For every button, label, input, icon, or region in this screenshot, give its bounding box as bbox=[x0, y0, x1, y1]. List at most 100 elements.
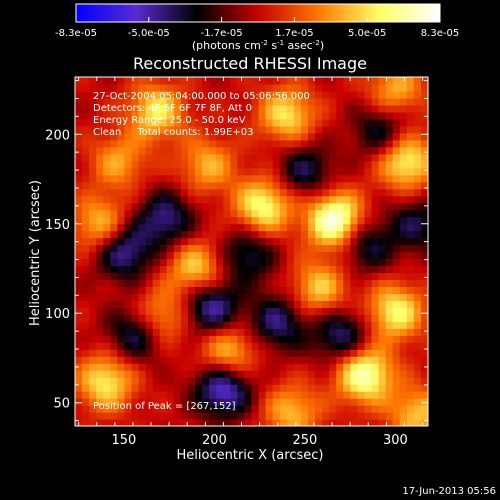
heatmap-cell bbox=[145, 160, 154, 169]
heatmap-cell bbox=[173, 314, 182, 322]
heatmap-cell bbox=[244, 188, 253, 197]
heatmap-cell bbox=[378, 104, 387, 113]
heatmap-cell bbox=[399, 216, 408, 225]
heatmap-cell bbox=[117, 174, 126, 183]
heatmap-cell bbox=[202, 384, 210, 392]
heatmap-cell bbox=[371, 83, 380, 92]
heatmap-cell bbox=[173, 272, 182, 281]
heatmap-cell bbox=[350, 223, 358, 232]
heatmap-cell bbox=[343, 307, 351, 315]
heatmap-cell bbox=[145, 391, 154, 399]
heatmap-cell bbox=[357, 209, 366, 218]
heatmap-cell bbox=[307, 391, 316, 399]
heatmap-cell bbox=[343, 328, 351, 336]
heatmap-cell bbox=[293, 188, 302, 197]
heatmap-cell bbox=[173, 237, 182, 246]
heatmap-cell bbox=[216, 328, 224, 336]
colorbar-ticks: -8.3e-05 -5.0e-05 -1.7e-05 1.7e-05 5.0e-05 8.… bbox=[55, 17, 459, 39]
heatmap-cell bbox=[103, 111, 111, 120]
heatmap-cell bbox=[223, 391, 231, 399]
heatmap-cell bbox=[152, 307, 161, 315]
heatmap-cell bbox=[89, 328, 97, 336]
heatmap-cell bbox=[159, 328, 168, 336]
heatmap-cell bbox=[251, 139, 260, 148]
heatmap-cell bbox=[336, 167, 344, 176]
heatmap-cell bbox=[406, 111, 415, 120]
heatmap-cell bbox=[329, 118, 337, 127]
heatmap-cell bbox=[230, 188, 238, 197]
heatmap-cell bbox=[343, 370, 351, 378]
heatmap-cell bbox=[216, 335, 224, 343]
heatmap-cell bbox=[279, 244, 288, 253]
heatmap-cell bbox=[82, 202, 90, 211]
heatmap-cell bbox=[272, 307, 281, 315]
heatmap-cell bbox=[117, 391, 126, 399]
heatmap-cell bbox=[371, 202, 380, 211]
heatmap-cell bbox=[230, 307, 238, 315]
heatmap-cell bbox=[307, 265, 316, 274]
heatmap-cell bbox=[89, 356, 97, 364]
heatmap-cell bbox=[82, 223, 90, 232]
heatmap-cell bbox=[89, 258, 97, 267]
heatmap-cell bbox=[258, 181, 267, 190]
heatmap-cell bbox=[364, 307, 373, 315]
heatmap-cell bbox=[89, 412, 97, 420]
heatmap-cell bbox=[131, 384, 140, 392]
heatmap-cell bbox=[378, 111, 387, 120]
heatmap-cell bbox=[145, 321, 154, 329]
heatmap-cell bbox=[187, 251, 196, 260]
heatmap-cell bbox=[152, 342, 161, 350]
heatmap-cell bbox=[195, 300, 203, 308]
heatmap-cell bbox=[258, 132, 267, 141]
heatmap-cell bbox=[117, 188, 126, 197]
heatmap-cell bbox=[173, 405, 182, 413]
heatmap-cell bbox=[300, 272, 309, 281]
heatmap-cell bbox=[371, 90, 380, 99]
heatmap-cell bbox=[195, 83, 203, 92]
heatmap-cell bbox=[336, 286, 344, 294]
heatmap-cell bbox=[322, 321, 330, 329]
heatmap-cell bbox=[343, 300, 351, 308]
heatmap-cell bbox=[110, 77, 118, 85]
heatmap-cell bbox=[89, 202, 97, 211]
heatmap-cell bbox=[300, 342, 309, 350]
heatmap-cell bbox=[364, 146, 373, 155]
heatmap-cell bbox=[82, 349, 90, 357]
heatmap-cell bbox=[392, 195, 401, 204]
heatmap-cell bbox=[357, 237, 366, 246]
heatmap-cell bbox=[216, 230, 224, 239]
heatmap-cell bbox=[315, 272, 323, 281]
heatmap-cell bbox=[145, 286, 154, 294]
heatmap-cell bbox=[187, 384, 196, 392]
heatmap-cell bbox=[364, 321, 373, 329]
heatmap-cell bbox=[336, 356, 344, 364]
heatmap-cell bbox=[230, 111, 238, 120]
heatmap-cell bbox=[265, 139, 274, 148]
heatmap-cell bbox=[392, 188, 401, 197]
heatmap-cell bbox=[413, 349, 422, 357]
heatmap-cell bbox=[237, 377, 246, 385]
heatmap-cell bbox=[159, 356, 168, 364]
heatmap-cell bbox=[251, 188, 260, 197]
heatmap-cell bbox=[406, 125, 415, 134]
heatmap-cell bbox=[350, 279, 358, 287]
heatmap-cell bbox=[350, 398, 358, 406]
heatmap-cell bbox=[209, 244, 217, 253]
heatmap-cell bbox=[173, 279, 182, 287]
heatmap-cell bbox=[336, 398, 344, 406]
heatmap-cell bbox=[307, 342, 316, 350]
heatmap-cell bbox=[131, 132, 140, 141]
heatmap-cell bbox=[315, 328, 323, 336]
heatmap-cell bbox=[371, 181, 380, 190]
heatmap-cell bbox=[223, 265, 231, 274]
heatmap-cell bbox=[180, 265, 189, 274]
heatmap-cell bbox=[138, 307, 147, 315]
heatmap-cell bbox=[315, 307, 323, 315]
heatmap-cell bbox=[145, 132, 154, 141]
heatmap-cell bbox=[131, 209, 140, 218]
heatmap-cell bbox=[265, 412, 274, 420]
heatmap-cell bbox=[300, 83, 309, 92]
heatmap-cell bbox=[329, 216, 337, 225]
heatmap-cell bbox=[300, 153, 309, 162]
heatmap-cell bbox=[343, 230, 351, 239]
